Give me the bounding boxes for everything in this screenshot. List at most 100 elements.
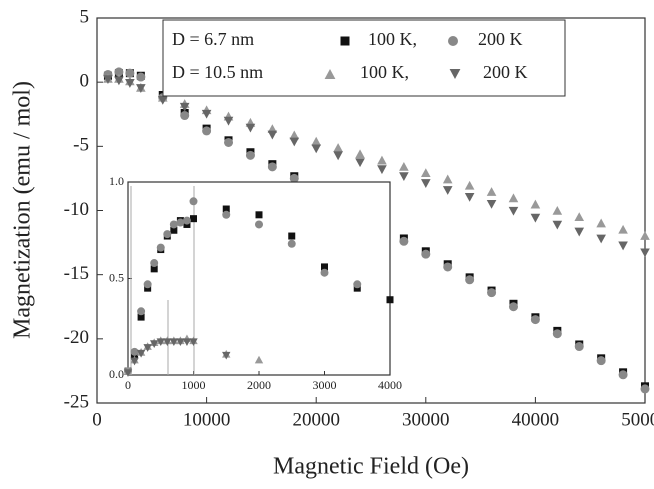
x-tick-label: 2000 bbox=[247, 378, 271, 392]
point bbox=[596, 356, 606, 366]
point bbox=[486, 199, 497, 209]
point bbox=[130, 357, 139, 366]
point bbox=[508, 193, 519, 203]
point bbox=[182, 216, 191, 225]
point bbox=[136, 84, 146, 93]
point bbox=[169, 338, 179, 347]
point bbox=[377, 155, 387, 165]
point bbox=[640, 248, 650, 258]
point bbox=[179, 102, 190, 112]
y-tick-label: 0.5 bbox=[109, 270, 124, 284]
point bbox=[157, 95, 168, 105]
legend-group-label: D = 10.5 nm bbox=[172, 62, 263, 82]
point bbox=[311, 144, 321, 154]
point bbox=[442, 174, 453, 184]
point bbox=[333, 143, 343, 152]
point bbox=[355, 158, 365, 168]
point bbox=[442, 186, 453, 195]
point bbox=[245, 150, 255, 160]
point bbox=[163, 338, 172, 347]
legend-label: 100 K, bbox=[368, 29, 417, 49]
point bbox=[464, 193, 475, 202]
point bbox=[552, 220, 563, 230]
y-tick-label: -25 bbox=[64, 391, 89, 412]
point bbox=[320, 268, 329, 277]
point bbox=[287, 239, 296, 248]
point bbox=[640, 231, 650, 240]
point bbox=[103, 75, 113, 84]
point bbox=[223, 116, 234, 126]
point bbox=[222, 210, 231, 219]
point bbox=[640, 384, 650, 394]
point bbox=[618, 241, 628, 251]
point bbox=[136, 72, 146, 82]
point bbox=[137, 313, 145, 321]
point bbox=[421, 168, 431, 178]
point bbox=[123, 369, 133, 377]
x-tick-label: 1000 bbox=[182, 378, 206, 392]
point bbox=[399, 172, 409, 182]
point bbox=[125, 79, 135, 88]
point bbox=[596, 218, 606, 228]
point bbox=[421, 249, 431, 259]
point bbox=[169, 220, 178, 229]
point bbox=[156, 243, 165, 252]
x-tick-label: 40000 bbox=[512, 409, 560, 430]
point bbox=[443, 262, 453, 272]
point bbox=[125, 68, 135, 78]
point bbox=[222, 351, 231, 360]
point bbox=[170, 226, 178, 234]
point bbox=[150, 265, 158, 273]
point bbox=[399, 161, 409, 171]
point bbox=[202, 126, 212, 136]
point bbox=[574, 212, 585, 222]
point bbox=[596, 234, 606, 244]
legend-label: 200 K bbox=[483, 62, 528, 82]
y-tick-label: 1.0 bbox=[109, 174, 124, 188]
y-tick-label: 0.0 bbox=[109, 367, 124, 381]
point bbox=[487, 288, 497, 298]
point bbox=[508, 302, 518, 312]
point bbox=[465, 275, 475, 285]
point bbox=[156, 338, 165, 347]
point bbox=[530, 213, 541, 223]
x-tick-label: 4000 bbox=[378, 378, 402, 392]
point bbox=[143, 344, 152, 352]
point bbox=[254, 355, 264, 364]
point bbox=[150, 259, 159, 268]
legend-group-label: D = 6.7 nm bbox=[172, 29, 254, 49]
point bbox=[486, 187, 497, 196]
x-tick-label: 20000 bbox=[292, 409, 340, 430]
point bbox=[530, 199, 541, 209]
point bbox=[618, 224, 628, 234]
point bbox=[530, 315, 540, 325]
y-axis-label: Magnetization (emu / mol) bbox=[10, 81, 36, 339]
y-tick-label: -15 bbox=[64, 263, 89, 284]
point bbox=[618, 370, 628, 380]
point bbox=[321, 263, 328, 271]
x-tick-label: 0 bbox=[125, 378, 131, 392]
point bbox=[224, 137, 234, 147]
y-tick-label: 0 bbox=[80, 71, 90, 92]
point bbox=[114, 67, 124, 77]
point bbox=[333, 151, 343, 161]
point bbox=[114, 76, 124, 86]
point bbox=[552, 205, 563, 215]
point bbox=[189, 338, 198, 347]
point bbox=[574, 342, 584, 352]
point bbox=[267, 130, 278, 140]
point bbox=[182, 338, 192, 347]
point bbox=[421, 179, 431, 188]
point bbox=[508, 206, 519, 216]
y-tick-label: -10 bbox=[64, 199, 89, 220]
point bbox=[355, 149, 365, 159]
point bbox=[289, 130, 300, 140]
point bbox=[222, 205, 230, 213]
point bbox=[136, 349, 146, 358]
point bbox=[386, 296, 394, 304]
x-tick-label: 3000 bbox=[313, 378, 337, 392]
point bbox=[190, 215, 197, 223]
legend-marker bbox=[449, 69, 461, 79]
x-tick-label: 30000 bbox=[402, 409, 450, 430]
